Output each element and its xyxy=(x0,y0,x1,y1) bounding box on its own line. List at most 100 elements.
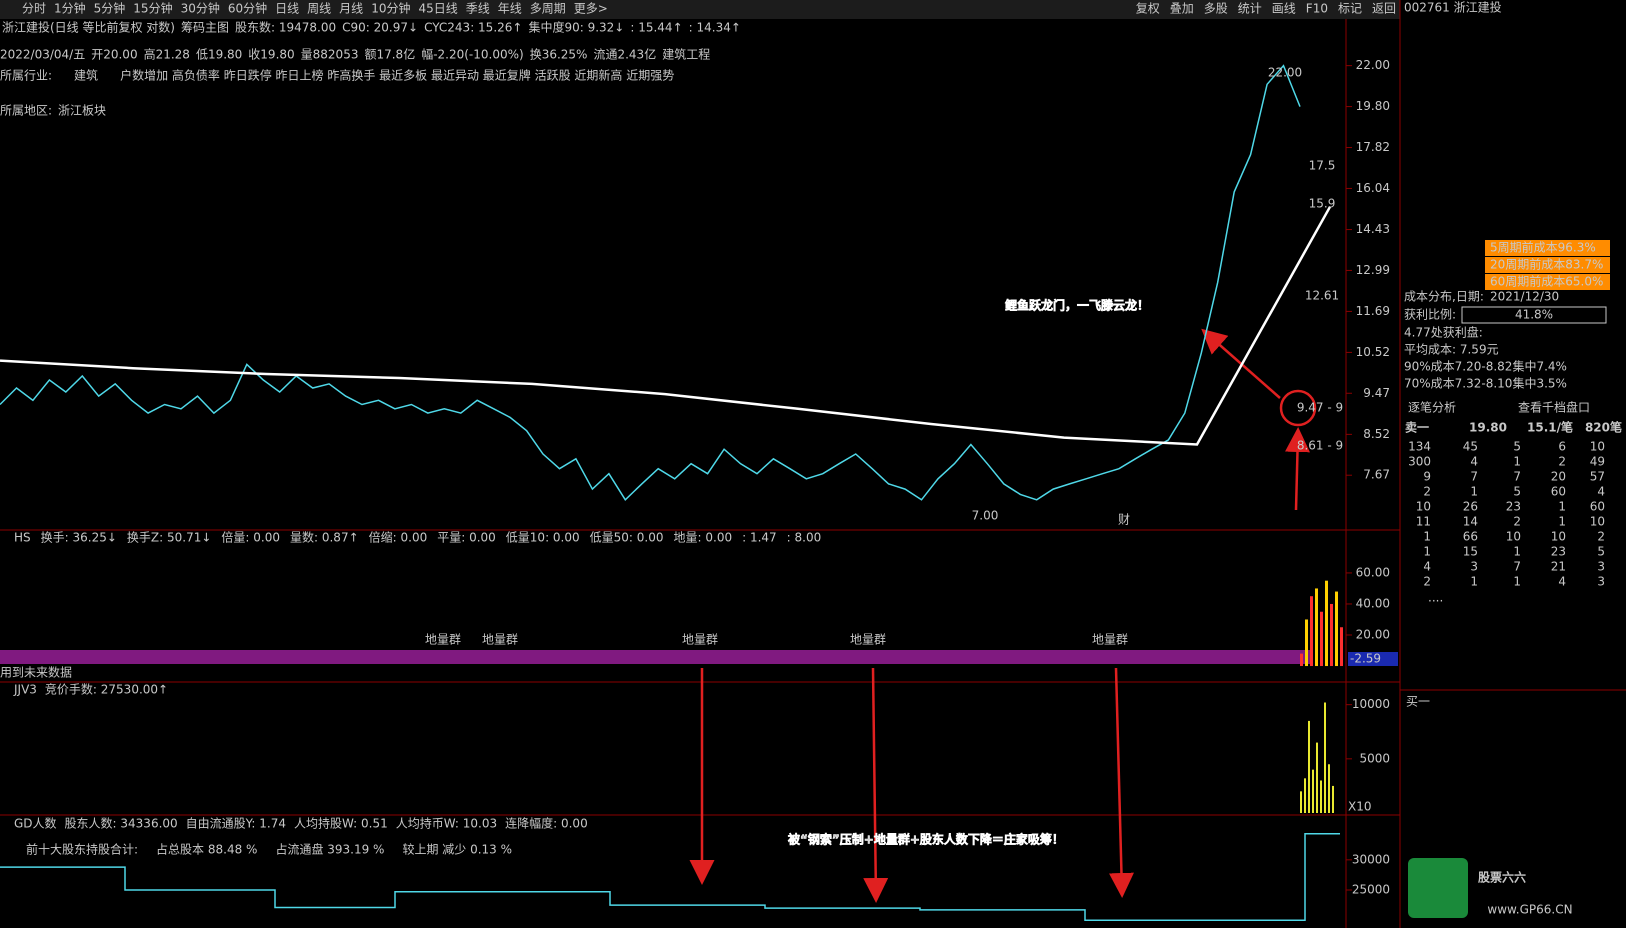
trade-cell: 5 xyxy=(1597,545,1605,559)
trade-cell: 1 xyxy=(1470,575,1478,589)
auction-bar xyxy=(1324,702,1326,813)
trade-cell: 1 xyxy=(1513,545,1521,559)
y-tick-label: 40.00 xyxy=(1356,596,1390,610)
volume-bar xyxy=(1300,653,1303,667)
trade-cell: 60 xyxy=(1590,500,1605,514)
info-text: 浙江建投(日线 等比前复权 对数) xyxy=(2,20,175,35)
menu-item[interactable]: 月线 xyxy=(339,2,363,16)
menu-bar xyxy=(0,0,1400,19)
arrows xyxy=(689,328,1310,903)
info-text: 量882053 xyxy=(301,48,359,62)
last-value-box xyxy=(1348,652,1398,666)
trade-cell: 1 xyxy=(1558,515,1566,529)
trade-cell: 2 xyxy=(1513,515,1521,529)
trade-cell: 20 xyxy=(1551,470,1566,484)
y-tick-label: 12.99 xyxy=(1356,263,1390,277)
trade-cell: 21 xyxy=(1551,560,1566,574)
trade-cell: 4 xyxy=(1423,560,1431,574)
menu-item[interactable]: 周线 xyxy=(307,2,331,16)
y-tick-label: 30000 xyxy=(1352,852,1390,866)
volume-bar xyxy=(1320,611,1323,667)
trade-cell: 1 xyxy=(1513,575,1521,589)
menu-item[interactable]: 多周期 xyxy=(530,2,566,16)
menu-item[interactable]: 10分钟 xyxy=(371,1,410,16)
menu-item[interactable]: 更多> xyxy=(574,2,608,16)
menu-item[interactable]: 1分钟 xyxy=(54,1,86,16)
y-tick-label: 60.00 xyxy=(1356,565,1390,579)
ask-cell: 卖一 xyxy=(1405,420,1429,435)
menu-item[interactable]: 分时 xyxy=(22,2,46,16)
ask-cell: 820笔 xyxy=(1585,420,1622,435)
y-tick-label: 10.52 xyxy=(1356,345,1390,359)
indicator-label: 平量: 0.00 xyxy=(437,531,496,545)
trade-cell: 7 xyxy=(1470,470,1478,484)
trade-cell: 10 xyxy=(1590,440,1605,454)
warning: 用到未来数据 xyxy=(0,665,72,680)
volume-bar xyxy=(1340,627,1343,667)
info-text: 开20.00 xyxy=(91,48,137,62)
trade-cell: 57 xyxy=(1590,470,1605,484)
trade-cell: 1 xyxy=(1558,500,1566,514)
ask-cell: 19.80 xyxy=(1469,421,1507,435)
price-label: 12.61 xyxy=(1305,289,1339,303)
y-tick-label: 17.82 xyxy=(1356,140,1390,154)
menu-item[interactable]: 复权 xyxy=(1136,2,1160,16)
y-tick-label: 8.52 xyxy=(1363,427,1390,441)
menu-item[interactable]: 多股 xyxy=(1204,2,1228,16)
holder-line xyxy=(0,832,1340,921)
info-text: 幅-2.20(-10.00%) xyxy=(421,47,524,62)
logo-icon xyxy=(1408,858,1468,918)
bid-label: 买一 xyxy=(1406,695,1430,709)
price-line xyxy=(0,206,1332,446)
cost-bar-label: 60周期前成本65.0% xyxy=(1490,274,1603,289)
menu-item[interactable]: 标记 xyxy=(1338,2,1362,16)
menu-item[interactable]: 5分钟 xyxy=(94,1,126,16)
volume-bar xyxy=(1335,591,1338,667)
menu-item[interactable]: 返回 xyxy=(1372,2,1396,16)
summary-text: 较上期 减少 0.13 % xyxy=(402,842,512,857)
trade-cell: 3 xyxy=(1470,560,1478,574)
info-text: 收19.80 xyxy=(248,48,294,62)
info-text: 建筑工程 xyxy=(662,47,710,62)
info-text: 所属行业: xyxy=(0,69,52,83)
trade-cell: 60 xyxy=(1551,485,1566,499)
cost-date: 2021/12/30 xyxy=(1490,290,1559,304)
tab[interactable]: 逐笔分析 xyxy=(1408,400,1456,415)
cost-bar-label: 5周期前成本96.3% xyxy=(1490,240,1596,255)
cost-bar xyxy=(1485,274,1610,290)
info-text: 建筑 xyxy=(74,68,98,83)
price-label: 22.00 xyxy=(1268,66,1302,80)
menu-item[interactable]: 季线 xyxy=(466,2,490,16)
annotation: 被“钢索”压制+地量群+股东人数下降＝庄家吸筹！ xyxy=(788,832,1064,847)
y-tick-label: 19.80 xyxy=(1356,99,1390,113)
menu-item[interactable]: 60分钟 xyxy=(228,1,267,16)
trade-cell: 1 xyxy=(1470,485,1478,499)
tab[interactable]: 查看千档盘口 xyxy=(1518,400,1590,415)
menu-item[interactable]: 画线 xyxy=(1272,2,1296,16)
highlight-circle xyxy=(1279,389,1317,427)
y-tick-label: 10000 xyxy=(1352,697,1390,711)
info-text: 额17.8亿 xyxy=(364,47,415,62)
info-text: 流通2.43亿 xyxy=(593,47,656,62)
trade-cell: 10 xyxy=(1551,530,1566,544)
menu-item[interactable]: 45日线 xyxy=(418,2,457,16)
menu-item[interactable]: 叠加 xyxy=(1170,2,1194,16)
menu-item[interactable]: 统计 xyxy=(1238,2,1262,16)
cost-bar xyxy=(1485,257,1610,273)
summary-text: 前十大股东持股合计: xyxy=(26,842,138,857)
cost-info: 平均成本: 7.59元 xyxy=(1404,343,1499,357)
info-text: C90: 20.97↓ xyxy=(342,21,418,35)
trade-cell: 26 xyxy=(1463,500,1478,514)
volume-bar xyxy=(1325,580,1328,667)
menu-item[interactable]: 30分钟 xyxy=(181,1,220,16)
indicator-label: : 8.00 xyxy=(787,531,822,545)
y-tick-label: 25000 xyxy=(1352,883,1390,897)
trade-cell: 11 xyxy=(1416,515,1431,529)
menu-item[interactable]: 日线 xyxy=(275,2,299,16)
menu-item[interactable]: 15分钟 xyxy=(133,1,172,16)
menu-item[interactable]: 年线 xyxy=(498,2,522,16)
note: 地量群 xyxy=(425,633,461,647)
summary-text: 占流通盘 393.19 % xyxy=(275,842,384,857)
menu-item[interactable]: F10 xyxy=(1306,2,1328,16)
